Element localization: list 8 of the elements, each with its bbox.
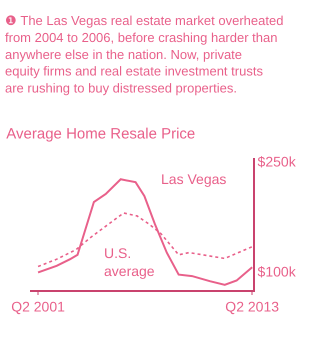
y-tick-label: $100k <box>258 264 297 280</box>
chart-title: Average Home Resale Price <box>6 126 196 142</box>
series-label: U.S. average <box>104 245 155 280</box>
series-label: Las Vegas <box>161 171 226 187</box>
x-tick-label: Q2 2013 <box>225 298 280 315</box>
x-tick-label: Q2 2001 <box>11 298 66 315</box>
chart-subtitle: ❶ The Las Vegas real estate market overheated from 2004 to 2006, before crashing harder than anywhere else in the nation. Now, private equity firms and real estate investment trusts are rushing to buy distressed properties. <box>5 13 284 96</box>
y-tick-label: $250k <box>258 154 297 170</box>
